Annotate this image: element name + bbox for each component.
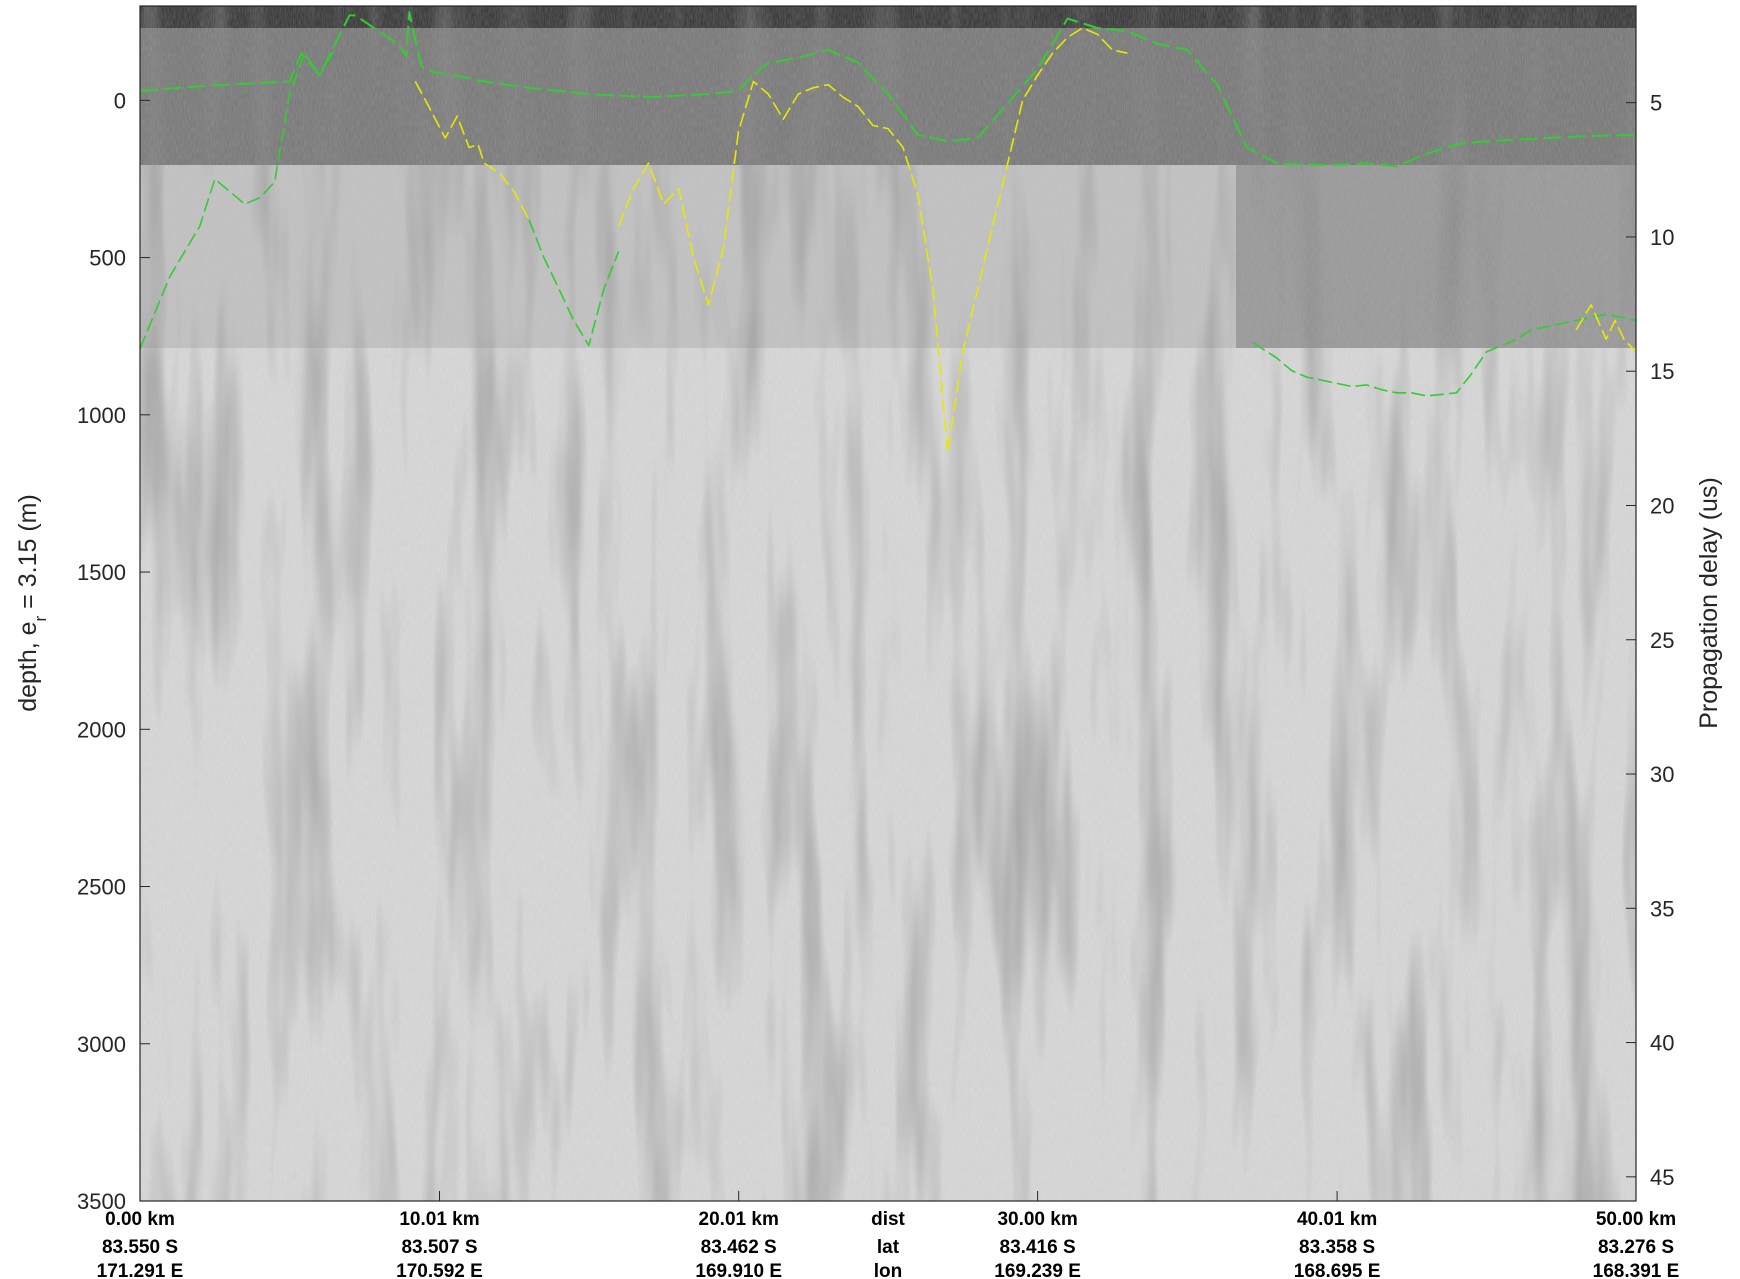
geo-value-lon: 169.239 E <box>994 1261 1081 1279</box>
depth-label-main: depth, e <box>14 621 42 711</box>
geo-row-label-lon: lon <box>874 1261 903 1279</box>
radargram-image <box>140 6 1636 1201</box>
geo-value-dist: 50.00 km <box>1596 1209 1676 1230</box>
geo-row-label-lat: lat <box>877 1237 900 1258</box>
geo-value-lon: 171.291 E <box>97 1261 184 1279</box>
layer-picks <box>140 11 1636 454</box>
depth-label-sub: r <box>31 615 50 621</box>
delay-tick-label: 45 <box>1650 1165 1674 1190</box>
geo-value-lon: 168.391 E <box>1593 1261 1680 1279</box>
trace-bed-trough-1 <box>528 219 620 347</box>
depth-tick-label: 500 <box>89 246 126 271</box>
geo-value-dist: 20.01 km <box>699 1209 779 1230</box>
geo-value-dist: 30.00 km <box>997 1209 1077 1230</box>
geo-value-dist: 40.01 km <box>1297 1209 1377 1230</box>
depth-tick-label: 0 <box>114 88 126 113</box>
depth-axis-label: depth, er = 3.15 (m) <box>14 494 50 712</box>
depth-tick-label: 2500 <box>77 875 126 900</box>
depth-tick-label: 1500 <box>77 560 126 585</box>
delay-tick-label: 20 <box>1650 493 1674 518</box>
geo-value-dist: 10.01 km <box>399 1209 479 1230</box>
geo-labels: dist 0.00 km 10.01 km 20.01 km 30.00 km 40.01… <box>97 1209 1680 1279</box>
geo-value-lat: 83.550 S <box>102 1237 178 1258</box>
svg-text:depth, er = 3.15 (m): depth, er = 3.15 (m) <box>14 494 50 712</box>
trace-bed-center-left <box>414 81 530 221</box>
depth-tick-label: 3500 <box>77 1189 126 1214</box>
geo-value-lat: 83.462 S <box>701 1237 777 1258</box>
plot-frame <box>139 5 1637 1202</box>
depth-axis: 0 500 1000 1500 2000 2500 3000 3500 <box>77 88 150 1214</box>
trace-surface <box>140 11 1636 168</box>
delay-tick-label: 15 <box>1650 359 1674 384</box>
depth-label-tail: = 3.15 (m) <box>14 494 42 616</box>
trace-bed-left <box>140 49 336 350</box>
depth-tick-label: 1000 <box>77 403 126 428</box>
trace-bed-center <box>617 27 1128 454</box>
depth-tick-label: 2000 <box>77 717 126 742</box>
geo-value-lon: 170.592 E <box>396 1261 483 1279</box>
delay-axis-label: Propagation delay (us) <box>1695 477 1723 729</box>
delay-tick-label: 5 <box>1650 91 1662 116</box>
delay-axis: 5 10 15 20 25 30 35 40 45 <box>1626 91 1674 1190</box>
geo-value-lon: 168.695 E <box>1294 1261 1381 1279</box>
geo-value-lat: 83.416 S <box>1000 1237 1076 1258</box>
geo-value-dist: 0.00 km <box>105 1209 175 1230</box>
depth-tick-label: 3000 <box>77 1032 126 1057</box>
trace-bed-right <box>1252 313 1636 397</box>
delay-tick-label: 25 <box>1650 628 1674 653</box>
geo-value-lon: 169.910 E <box>695 1261 782 1279</box>
distance-axis <box>139 1191 1637 1201</box>
delay-tick-label: 30 <box>1650 762 1674 787</box>
geo-value-lat: 83.507 S <box>401 1237 477 1258</box>
delay-tick-label: 40 <box>1650 1031 1674 1056</box>
geo-value-lat: 83.276 S <box>1598 1237 1674 1258</box>
trace-bed-right-tail <box>1575 303 1636 353</box>
delay-tick-label: 35 <box>1650 896 1674 921</box>
geo-value-lat: 83.358 S <box>1299 1237 1375 1258</box>
geo-row-label-dist: dist <box>871 1209 905 1230</box>
delay-tick-label: 10 <box>1650 225 1674 250</box>
